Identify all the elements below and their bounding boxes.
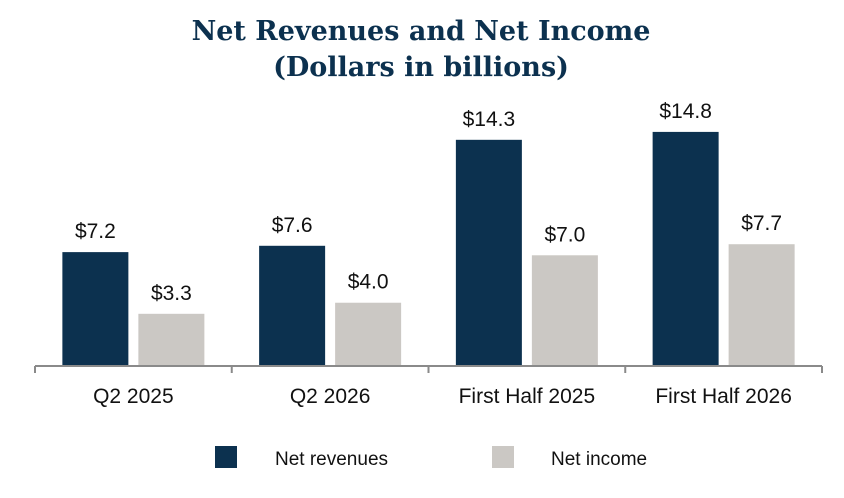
x-axis-labels: Q2 2025 Q2 2026 First Half 2025 First Half … [93, 385, 792, 408]
data-label: $14.3 [463, 108, 516, 131]
data-label: $14.8 [659, 100, 712, 123]
bar-net-revenues [455, 139, 522, 366]
legend-swatch [492, 446, 514, 468]
bar-net-income [531, 255, 598, 366]
chart-title-line2: (Dollars in billions) [273, 52, 569, 83]
data-label: $7.6 [272, 214, 313, 237]
data-label: $7.7 [741, 212, 782, 235]
bars-group [62, 131, 795, 366]
chart-title-line1: Net Revenues and Net Income [192, 16, 651, 47]
x-axis-ticks [34, 366, 823, 373]
bar-net-revenues [652, 131, 719, 366]
bar-net-income [728, 244, 795, 366]
bar-net-income [138, 313, 205, 366]
x-tick-label: Q2 2026 [290, 385, 371, 408]
bar-net-revenues [259, 245, 326, 366]
legend: Net revenues Net income [215, 446, 647, 470]
data-label: $3.3 [151, 282, 192, 305]
bar-net-income [335, 302, 402, 366]
x-tick-label: First Half 2025 [459, 385, 596, 408]
legend-label: Net revenues [275, 449, 388, 470]
data-label: $7.2 [75, 220, 116, 243]
bar-net-revenues [62, 252, 129, 366]
data-label: $4.0 [348, 271, 389, 294]
x-tick-label: Q2 2025 [93, 385, 174, 408]
data-label: $7.0 [544, 223, 585, 246]
legend-swatch [215, 446, 237, 468]
x-tick-label: First Half 2026 [655, 385, 792, 408]
legend-label: Net income [551, 449, 647, 470]
value-labels-group: $7.2 $3.3 $7.6 $4.0 $14.3 $7.0 $14.8 $7.7 [75, 100, 782, 305]
